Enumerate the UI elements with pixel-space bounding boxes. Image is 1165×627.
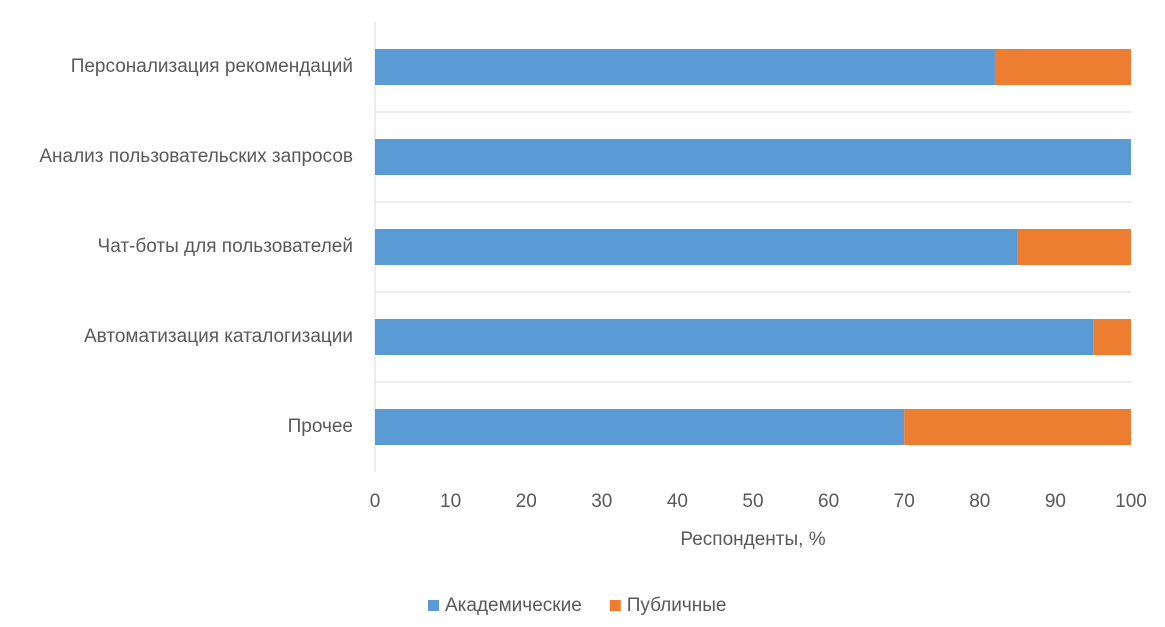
bar-segment [994,49,1131,85]
x-tick-label: 90 [1045,491,1066,512]
x-tick-label: 70 [894,491,915,512]
bar-segment [904,409,1131,445]
bar-segment [375,409,905,445]
y-tick-label: Персонализация рекомендаций [71,56,353,77]
legend-swatch [428,600,439,611]
bar-segment [1093,319,1131,355]
x-axis-title: Респонденты, % [680,529,825,550]
bar-segment [1017,229,1131,265]
x-tick-label: 100 [1115,491,1147,512]
x-tick-label: 0 [370,491,381,512]
bar-segment [375,139,1131,175]
x-tick-label: 80 [969,491,990,512]
bar-segment [375,319,1094,355]
x-tick-label: 40 [667,491,688,512]
x-tick-label: 30 [591,491,612,512]
y-tick-label: Чат-боты для пользователей [98,236,353,257]
legend-label: Публичные [627,595,727,616]
x-tick-label: 50 [742,491,763,512]
legend-label: Академические [445,595,582,616]
y-tick-label: Анализ пользовательских запросов [39,146,353,167]
x-tick-label: 10 [440,491,461,512]
bar-segment [375,229,1018,265]
y-tick-label: Прочее [288,416,353,437]
x-tick-label: 60 [818,491,839,512]
bar-segment [375,49,995,85]
legend-swatch [609,600,621,611]
x-tick-label: 20 [516,491,537,512]
y-tick-label: Автоматизация каталогизации [84,326,353,347]
